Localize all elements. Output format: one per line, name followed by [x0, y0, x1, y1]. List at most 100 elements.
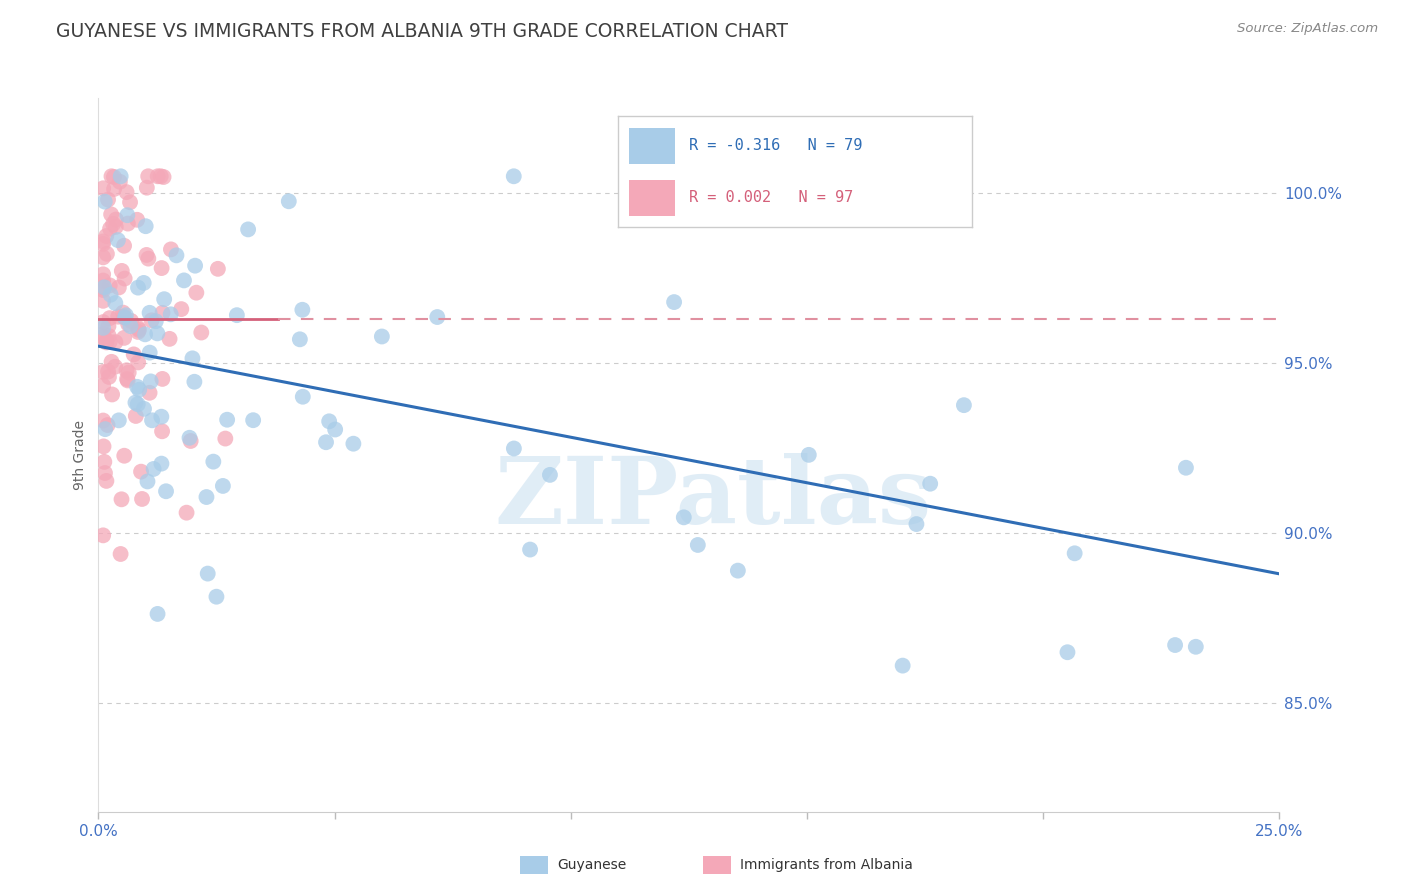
- Point: [96, 247, 118, 261]
- Point: [93, 280, 115, 294]
- Point: [100, 287, 122, 301]
- Point: [100, 207, 122, 221]
- Point: [104, 219, 127, 234]
- Point: [127, 321, 149, 335]
- Point: [115, 372, 138, 386]
- Point: [141, 413, 163, 427]
- Point: [132, 276, 155, 290]
- Point: [127, 280, 149, 294]
- Point: [94, 334, 117, 349]
- Point: [107, 233, 129, 247]
- Point: [91, 236, 114, 251]
- Point: [103, 182, 125, 196]
- Point: [105, 212, 128, 227]
- Point: [371, 329, 394, 343]
- Point: [94, 422, 117, 436]
- Point: [108, 413, 131, 427]
- Point: [120, 319, 142, 334]
- Point: [323, 423, 346, 437]
- Point: [91, 528, 114, 542]
- Point: [110, 169, 132, 184]
- Point: [91, 365, 114, 379]
- Point: [127, 380, 149, 394]
- Point: [93, 455, 115, 469]
- Point: [132, 401, 155, 416]
- Point: [136, 169, 159, 184]
- Point: [114, 310, 136, 325]
- Point: [152, 306, 174, 320]
- Point: [134, 327, 156, 342]
- Point: [117, 208, 139, 222]
- Point: [98, 334, 121, 349]
- Point: [125, 409, 148, 423]
- Point: [100, 169, 122, 184]
- Point: [135, 219, 157, 234]
- Point: [112, 331, 135, 345]
- Point: [115, 308, 138, 322]
- Point: [91, 329, 114, 343]
- Text: Guyanese: Guyanese: [557, 858, 626, 872]
- Point: [197, 566, 219, 581]
- Point: [117, 217, 139, 231]
- Point: [672, 510, 695, 524]
- Point: [91, 181, 114, 195]
- Point: [96, 229, 118, 244]
- Point: [108, 280, 131, 294]
- Point: [112, 449, 135, 463]
- Point: [503, 442, 526, 456]
- Point: [1185, 640, 1208, 654]
- Point: [184, 259, 207, 273]
- Point: [98, 311, 121, 326]
- Point: [91, 251, 114, 265]
- Text: Source: ZipAtlas.com: Source: ZipAtlas.com: [1237, 22, 1378, 36]
- Point: [225, 308, 247, 322]
- Point: [128, 383, 150, 397]
- Point: [115, 185, 138, 199]
- Point: [342, 436, 364, 450]
- Point: [120, 314, 142, 328]
- Point: [953, 398, 976, 412]
- Point: [152, 372, 174, 386]
- Point: [205, 590, 228, 604]
- Point: [150, 457, 173, 471]
- Point: [195, 490, 218, 504]
- Point: [291, 390, 314, 404]
- Point: [108, 175, 131, 189]
- Point: [160, 243, 183, 257]
- Point: [1063, 546, 1085, 560]
- Point: [686, 538, 709, 552]
- Point: [122, 347, 145, 361]
- Point: [98, 221, 121, 235]
- Point: [183, 375, 205, 389]
- Point: [538, 467, 561, 482]
- Point: [1174, 460, 1197, 475]
- Point: [93, 439, 115, 453]
- Point: [96, 335, 118, 350]
- Point: [127, 397, 149, 411]
- Point: [150, 409, 173, 424]
- Point: [139, 375, 162, 389]
- Point: [97, 329, 120, 343]
- Point: [110, 492, 132, 507]
- Point: [173, 273, 195, 287]
- Point: [214, 432, 236, 446]
- Point: [103, 169, 125, 184]
- Point: [150, 425, 173, 439]
- Point: [91, 293, 114, 308]
- Point: [662, 295, 685, 310]
- Point: [920, 476, 942, 491]
- Point: [138, 385, 160, 400]
- Point: [519, 542, 541, 557]
- Text: GUYANESE VS IMMIGRANTS FROM ALBANIA 9TH GRADE CORRELATION CHART: GUYANESE VS IMMIGRANTS FROM ALBANIA 9TH …: [56, 22, 789, 41]
- Point: [112, 310, 135, 324]
- Point: [91, 283, 114, 297]
- Point: [91, 274, 114, 288]
- Point: [207, 261, 229, 276]
- Point: [93, 327, 115, 342]
- Point: [202, 455, 225, 469]
- Point: [146, 607, 169, 621]
- Point: [315, 435, 337, 450]
- Point: [727, 564, 749, 578]
- Point: [110, 547, 132, 561]
- Point: [100, 355, 122, 369]
